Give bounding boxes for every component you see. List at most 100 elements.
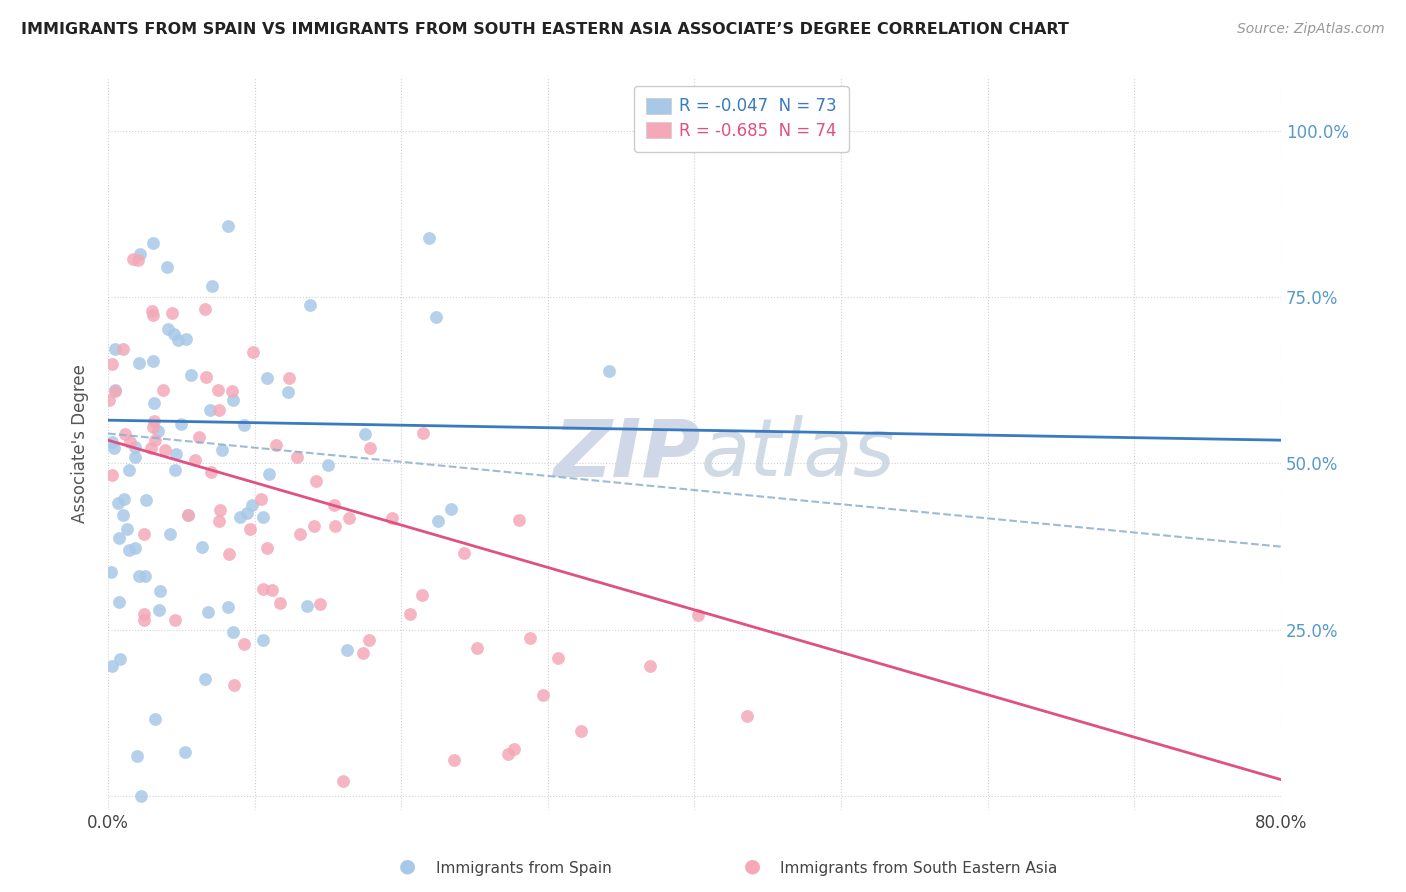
Point [218,547,240,561]
Point [115,522,138,536]
Point [252,509,274,524]
Point [207,383,229,397]
Point [252,632,274,647]
Point [453,546,475,560]
Point [239,522,262,536]
Point [598,364,620,378]
Point [277,371,299,385]
Point [211,442,233,457]
Point [100,659,122,673]
Text: ●: ● [399,857,416,876]
Point [305,474,328,488]
Point [194,370,217,384]
Point [425,310,447,325]
Text: Source: ZipAtlas.com: Source: ZipAtlas.com [1237,22,1385,37]
Text: Immigrants from South Eastern Asia: Immigrants from South Eastern Asia [780,861,1057,876]
Point [141,442,163,456]
Point [352,646,374,660]
Point [149,584,172,599]
Point [360,442,382,456]
Point [121,252,143,266]
Point [381,511,404,525]
Legend: R = -0.047  N = 73, R = -0.685  N = 74: R = -0.047 N = 73, R = -0.685 N = 74 [634,86,849,152]
Point [141,353,163,368]
Point [163,463,186,477]
Point [249,491,271,506]
Point [180,368,202,382]
Point [547,651,569,665]
Point [198,403,221,417]
Point [174,745,197,759]
Point [269,596,291,610]
Y-axis label: Associate's Degree: Associate's Degree [72,364,89,523]
Point [354,426,377,441]
Point [297,599,319,613]
Point [323,518,346,533]
Point [316,458,339,472]
Point [142,235,165,250]
Point [103,441,125,455]
Point [465,640,488,655]
Point [264,438,287,452]
Point [134,613,156,627]
Point [256,541,278,555]
Point [170,417,193,431]
Point [193,672,215,686]
Point [129,789,152,804]
Point [228,510,250,524]
Point [208,503,231,517]
Point [443,753,465,767]
Point [288,527,311,541]
Point [259,467,281,482]
Point [142,420,165,434]
Text: ●: ● [744,857,761,876]
Point [440,501,463,516]
Point [125,749,148,764]
Point [132,527,155,541]
Point [143,396,166,410]
Point [688,607,710,622]
Text: Immigrants from Spain: Immigrants from Spain [436,861,612,876]
Point [141,304,163,318]
Point [201,279,224,293]
Point [163,613,186,627]
Point [569,724,592,739]
Point [332,773,354,788]
Point [260,582,283,597]
Point [298,298,321,312]
Point [101,357,124,371]
Point [153,443,176,458]
Point [359,632,381,647]
Point [531,688,554,702]
Point [177,508,200,522]
Point [108,531,131,545]
Point [412,425,434,440]
Point [101,467,124,482]
Point [337,510,360,524]
Point [197,606,219,620]
Point [208,514,231,528]
Point [177,508,200,523]
Point [399,607,422,622]
Point [112,508,135,522]
Point [217,600,239,615]
Point [426,514,449,528]
Point [134,569,156,583]
Point [496,747,519,761]
Point [252,582,274,596]
Point [222,624,245,639]
Point [166,333,188,347]
Point [104,342,127,356]
Point [411,588,433,602]
Point [322,498,344,512]
Point [165,447,187,461]
Point [222,392,245,407]
Point [117,463,139,477]
Point [200,465,222,479]
Point [124,541,146,555]
Point [188,430,211,444]
Point [107,496,129,510]
Point [112,492,135,507]
Point [285,450,308,464]
Point [124,450,146,465]
